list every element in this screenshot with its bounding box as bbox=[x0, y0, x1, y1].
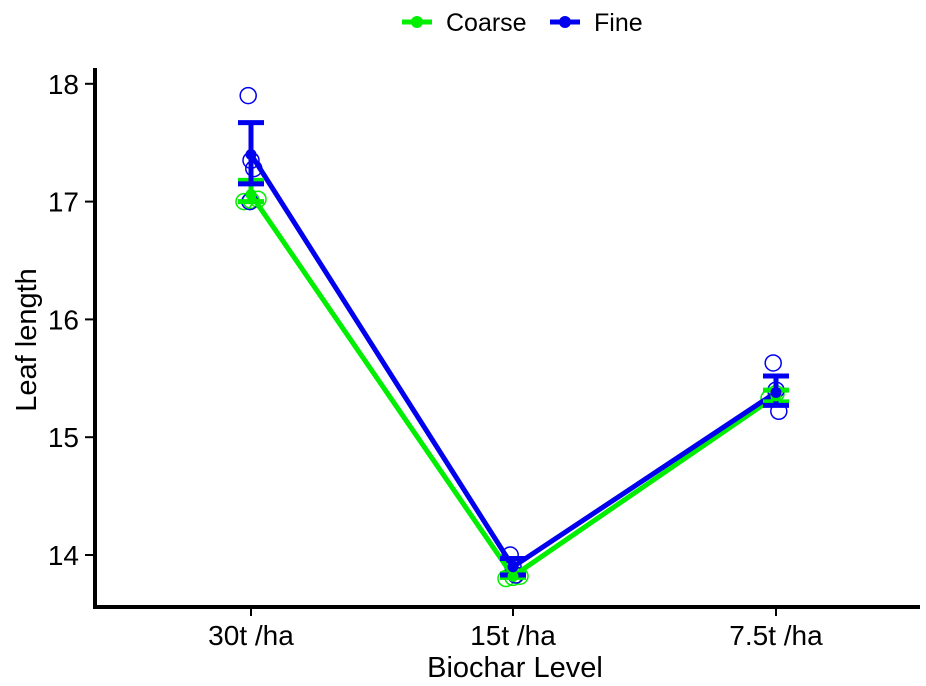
legend-label: Fine bbox=[594, 9, 643, 37]
mean-points bbox=[245, 148, 782, 582]
coarse-series-line bbox=[248, 193, 778, 579]
ticks: 14 15 16 17 18 30t /ha 15t /ha 7.5t /ha bbox=[48, 69, 823, 651]
y-tick-label: 16 bbox=[48, 304, 79, 335]
fine-observation-point bbox=[239, 86, 257, 105]
y-tick-label: 15 bbox=[48, 422, 79, 453]
legend-item-coarse: Coarse bbox=[402, 9, 527, 37]
fine-mean-point bbox=[770, 386, 782, 398]
axes bbox=[93, 68, 920, 609]
legend-swatch-point bbox=[411, 16, 423, 28]
legend-label: Coarse bbox=[446, 9, 527, 37]
legend-swatch-point bbox=[559, 16, 571, 28]
error-bars bbox=[238, 120, 789, 580]
x-axis-title: Biochar Level bbox=[427, 652, 603, 681]
coarse-mean-point bbox=[245, 189, 257, 201]
fine-series-line bbox=[248, 153, 778, 570]
x-tick-label: 15t /ha bbox=[470, 620, 556, 651]
y-tick-label: 17 bbox=[48, 187, 79, 218]
series-lines bbox=[248, 153, 778, 579]
x-tick-label: 7.5t /ha bbox=[729, 620, 823, 651]
y-axis-title: Leaf length bbox=[11, 268, 43, 412]
y-tick-label: 18 bbox=[48, 69, 79, 100]
fine-mean-point bbox=[245, 148, 257, 160]
coarse-mean-point bbox=[507, 570, 519, 582]
legend-item-fine: Fine bbox=[550, 9, 643, 37]
raw-points bbox=[235, 86, 788, 588]
legend: Coarse Fine bbox=[402, 9, 643, 37]
x-tick-label: 30t /ha bbox=[208, 620, 294, 651]
fine-mean-point bbox=[507, 561, 519, 573]
fine-observation-point bbox=[764, 354, 782, 372]
y-tick-label: 14 bbox=[48, 540, 79, 571]
